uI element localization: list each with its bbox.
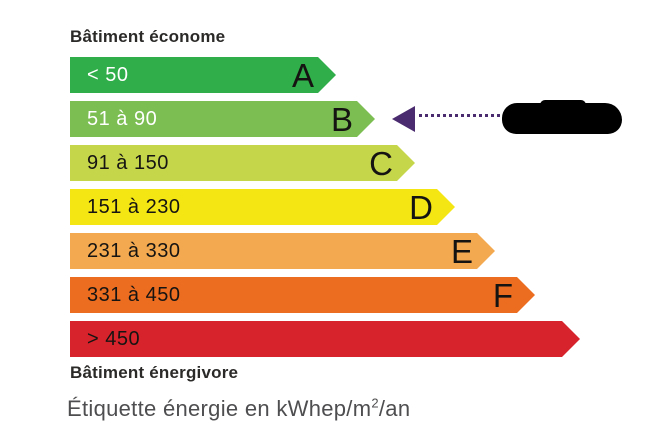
energy-bar-g: > 450	[70, 321, 580, 357]
energy-bar-row: 91 à 150 C	[70, 145, 580, 181]
economical-building-label: Bâtiment économe	[70, 27, 226, 46]
energy-class-letter: C	[369, 145, 393, 182]
caption-text-suffix: /an	[378, 396, 411, 421]
energy-class-letter: E	[450, 233, 473, 270]
energy-bar-e: 231 à 330 E	[70, 233, 495, 269]
energy-bar-c: 91 à 150 C	[70, 145, 415, 181]
energy-label-caption: Étiquette énergie en kWhep/m2/an	[67, 396, 410, 422]
energy-bar-row: < 50 A	[70, 57, 580, 93]
energy-bar-row: 231 à 330 E	[70, 233, 580, 269]
caption-superscript: 2	[371, 395, 379, 411]
energy-bar-b: 51 à 90 B	[70, 101, 375, 137]
energy-bar-row: 51 à 90 B	[70, 101, 580, 137]
energy-bar-row: > 450	[70, 321, 580, 357]
energy-bar-a: < 50 A	[70, 57, 336, 93]
energy-class-letter: B	[330, 101, 353, 138]
energy-range-label: < 50	[87, 64, 129, 86]
energy-range-label: 231 à 330	[87, 240, 181, 262]
energy-range-label: 51 à 90	[87, 108, 158, 130]
energy-class-letter: D	[409, 189, 433, 226]
energy-bar-d: 151 à 230 D	[70, 189, 455, 225]
energy-range-label: 151 à 230	[87, 196, 181, 218]
energy-class-letter: F	[492, 277, 513, 314]
energy-range-label: 91 à 150	[87, 152, 169, 174]
arrow-left-icon	[392, 106, 415, 132]
energy-intensive-building-label: Bâtiment énergivore	[70, 363, 239, 382]
energy-range-label: 331 à 450	[87, 284, 181, 306]
redacted-value-marker	[502, 100, 622, 134]
energy-bar-f: 331 à 450 F	[70, 277, 535, 313]
caption-text: Étiquette énergie en kWhep/m	[67, 396, 372, 421]
energy-bar-row: 151 à 230 D	[70, 189, 580, 225]
energy-class-letter: A	[291, 57, 314, 94]
energy-range-label: > 450	[87, 328, 141, 350]
energy-bar-row: 331 à 450 F	[70, 277, 580, 313]
dotted-connector-line	[419, 114, 500, 117]
energy-class-scale: < 50 A 51 à 90 B 91 à 150 C 151 à 230 D …	[70, 57, 580, 365]
